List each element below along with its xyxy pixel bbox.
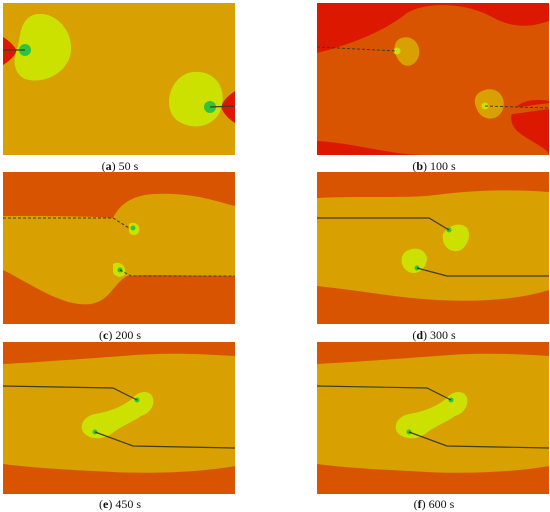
panel-b	[317, 3, 549, 155]
panel-time: 300 s	[430, 328, 456, 342]
panel-c	[3, 172, 235, 324]
caption-e: (e) 450 s	[99, 497, 141, 511]
panel-d	[317, 172, 549, 324]
caption-f: (f) 600 s	[413, 497, 455, 511]
caption-c: (c) 200 s	[99, 328, 141, 342]
panel-time: 450 s	[115, 497, 141, 511]
panel-e	[3, 342, 235, 494]
caption-a: (a) 50 s	[101, 159, 139, 173]
simulation-image-e	[3, 342, 235, 494]
simulation-image-f	[317, 342, 549, 494]
panel-f	[317, 342, 549, 494]
caption-d: (d) 300 s	[412, 328, 456, 342]
panel-letter: e	[103, 497, 109, 511]
simulation-image-d	[317, 172, 549, 324]
panel-a	[3, 3, 235, 155]
panel-letter: f	[417, 497, 422, 511]
panel-letter: b	[416, 159, 423, 173]
simulation-image-a	[3, 3, 235, 155]
panel-time: 50 s	[118, 159, 139, 173]
panel-letter: d	[416, 328, 423, 342]
panel-letter: a	[105, 159, 112, 173]
panel-time: 600 s	[428, 497, 455, 511]
panel-letter: c	[103, 328, 109, 342]
simulation-image-b	[317, 3, 549, 155]
caption-b: (b) 100 s	[412, 159, 456, 173]
panel-time: 200 s	[115, 328, 141, 342]
panel-time: 100 s	[430, 159, 456, 173]
simulation-image-c	[3, 172, 235, 324]
